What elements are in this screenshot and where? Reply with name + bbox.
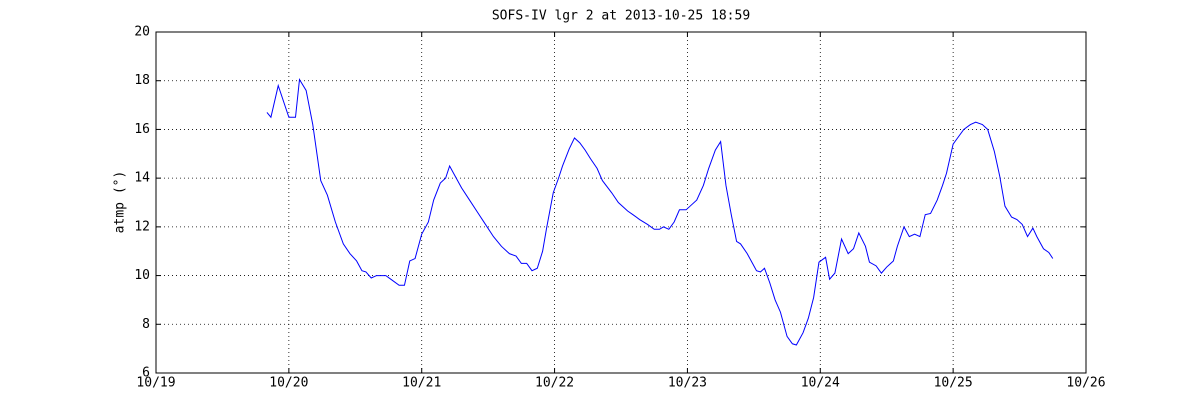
y-tick-label: 6 [142, 366, 150, 381]
x-tick-label: 10/20 [269, 376, 308, 391]
x-tick-label: 10/25 [934, 376, 973, 391]
plot-frame [155, 31, 1087, 374]
chart-title: SOFS-IV lgr 2 at 2013-10-25 18:59 [492, 9, 750, 24]
x-tick-label: 10/23 [668, 376, 707, 391]
y-tick-label: 16 [134, 122, 150, 137]
x-tick-label: 10/26 [1066, 376, 1105, 391]
x-tick-label: 10/21 [402, 376, 441, 391]
y-tick-label: 14 [134, 171, 150, 186]
data-line [266, 77, 1054, 346]
x-tick-label: 10/22 [535, 376, 574, 391]
y-tick-label: 20 [134, 25, 150, 40]
x-tick-label: 10/24 [801, 376, 840, 391]
y-tick-label: 8 [142, 317, 150, 332]
y-tick-label: 18 [134, 73, 150, 88]
y-tick-label: 10 [134, 268, 150, 283]
x-tick-label: 10/19 [136, 376, 175, 391]
y-axis-label: atmp (°) [113, 171, 128, 234]
y-tick-label: 12 [134, 219, 150, 234]
